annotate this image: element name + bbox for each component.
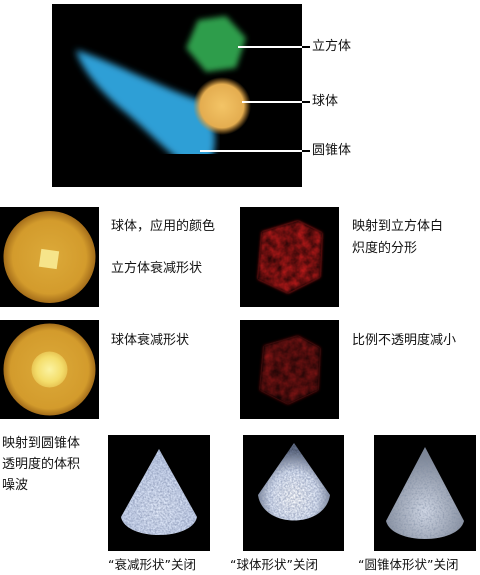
row2-right-text: 比例不透明度减小 bbox=[352, 331, 456, 350]
cone-noise-image-sphere-off bbox=[243, 435, 344, 551]
caption-sphere-off: “球体形状”关闭 bbox=[230, 557, 318, 573]
row1-left-text-2: 立方体衰减形状 bbox=[111, 259, 202, 278]
cone-noise-image-falloff-off bbox=[108, 435, 210, 551]
caption-falloff-off: “衰减形状”关闭 bbox=[108, 557, 196, 573]
sphere-shape bbox=[192, 76, 252, 136]
cone-leader-line bbox=[200, 150, 302, 152]
row3-side-text-line2: 透明度的体积 bbox=[2, 455, 80, 474]
caption-cone-off: “圆锥体形状”关闭 bbox=[358, 557, 458, 573]
cube-label: 立方体 bbox=[312, 37, 351, 56]
cube-leader-stub bbox=[302, 46, 310, 48]
sphere-with-cube-falloff-image bbox=[0, 207, 99, 307]
sphere-leader-line bbox=[242, 101, 302, 103]
row3-side-text-line3: 噪波 bbox=[2, 476, 28, 495]
row1-right-text-line1: 映射到立方体白 bbox=[352, 217, 443, 236]
cone-label: 圆锥体 bbox=[312, 141, 351, 160]
row1-left-text-1: 球体，应用的颜色 bbox=[111, 217, 215, 236]
row1-right-text-line2: 炽度的分形 bbox=[352, 239, 417, 258]
cone-noise-image-cone-off bbox=[374, 435, 476, 551]
row3-side-text-line1: 映射到圆锥体 bbox=[2, 434, 80, 453]
reduced-opacity-cube-image bbox=[240, 320, 339, 419]
sphere-leader-stub bbox=[302, 101, 310, 103]
row2-left-text: 球体衰减形状 bbox=[111, 331, 189, 350]
top-volume-figure bbox=[52, 4, 302, 187]
fractal-cube-image bbox=[240, 207, 339, 307]
sphere-falloff-image bbox=[0, 320, 99, 419]
cube-leader-line bbox=[238, 46, 302, 48]
cone-leader-stub bbox=[302, 150, 310, 152]
sphere-label: 球体 bbox=[312, 92, 338, 111]
